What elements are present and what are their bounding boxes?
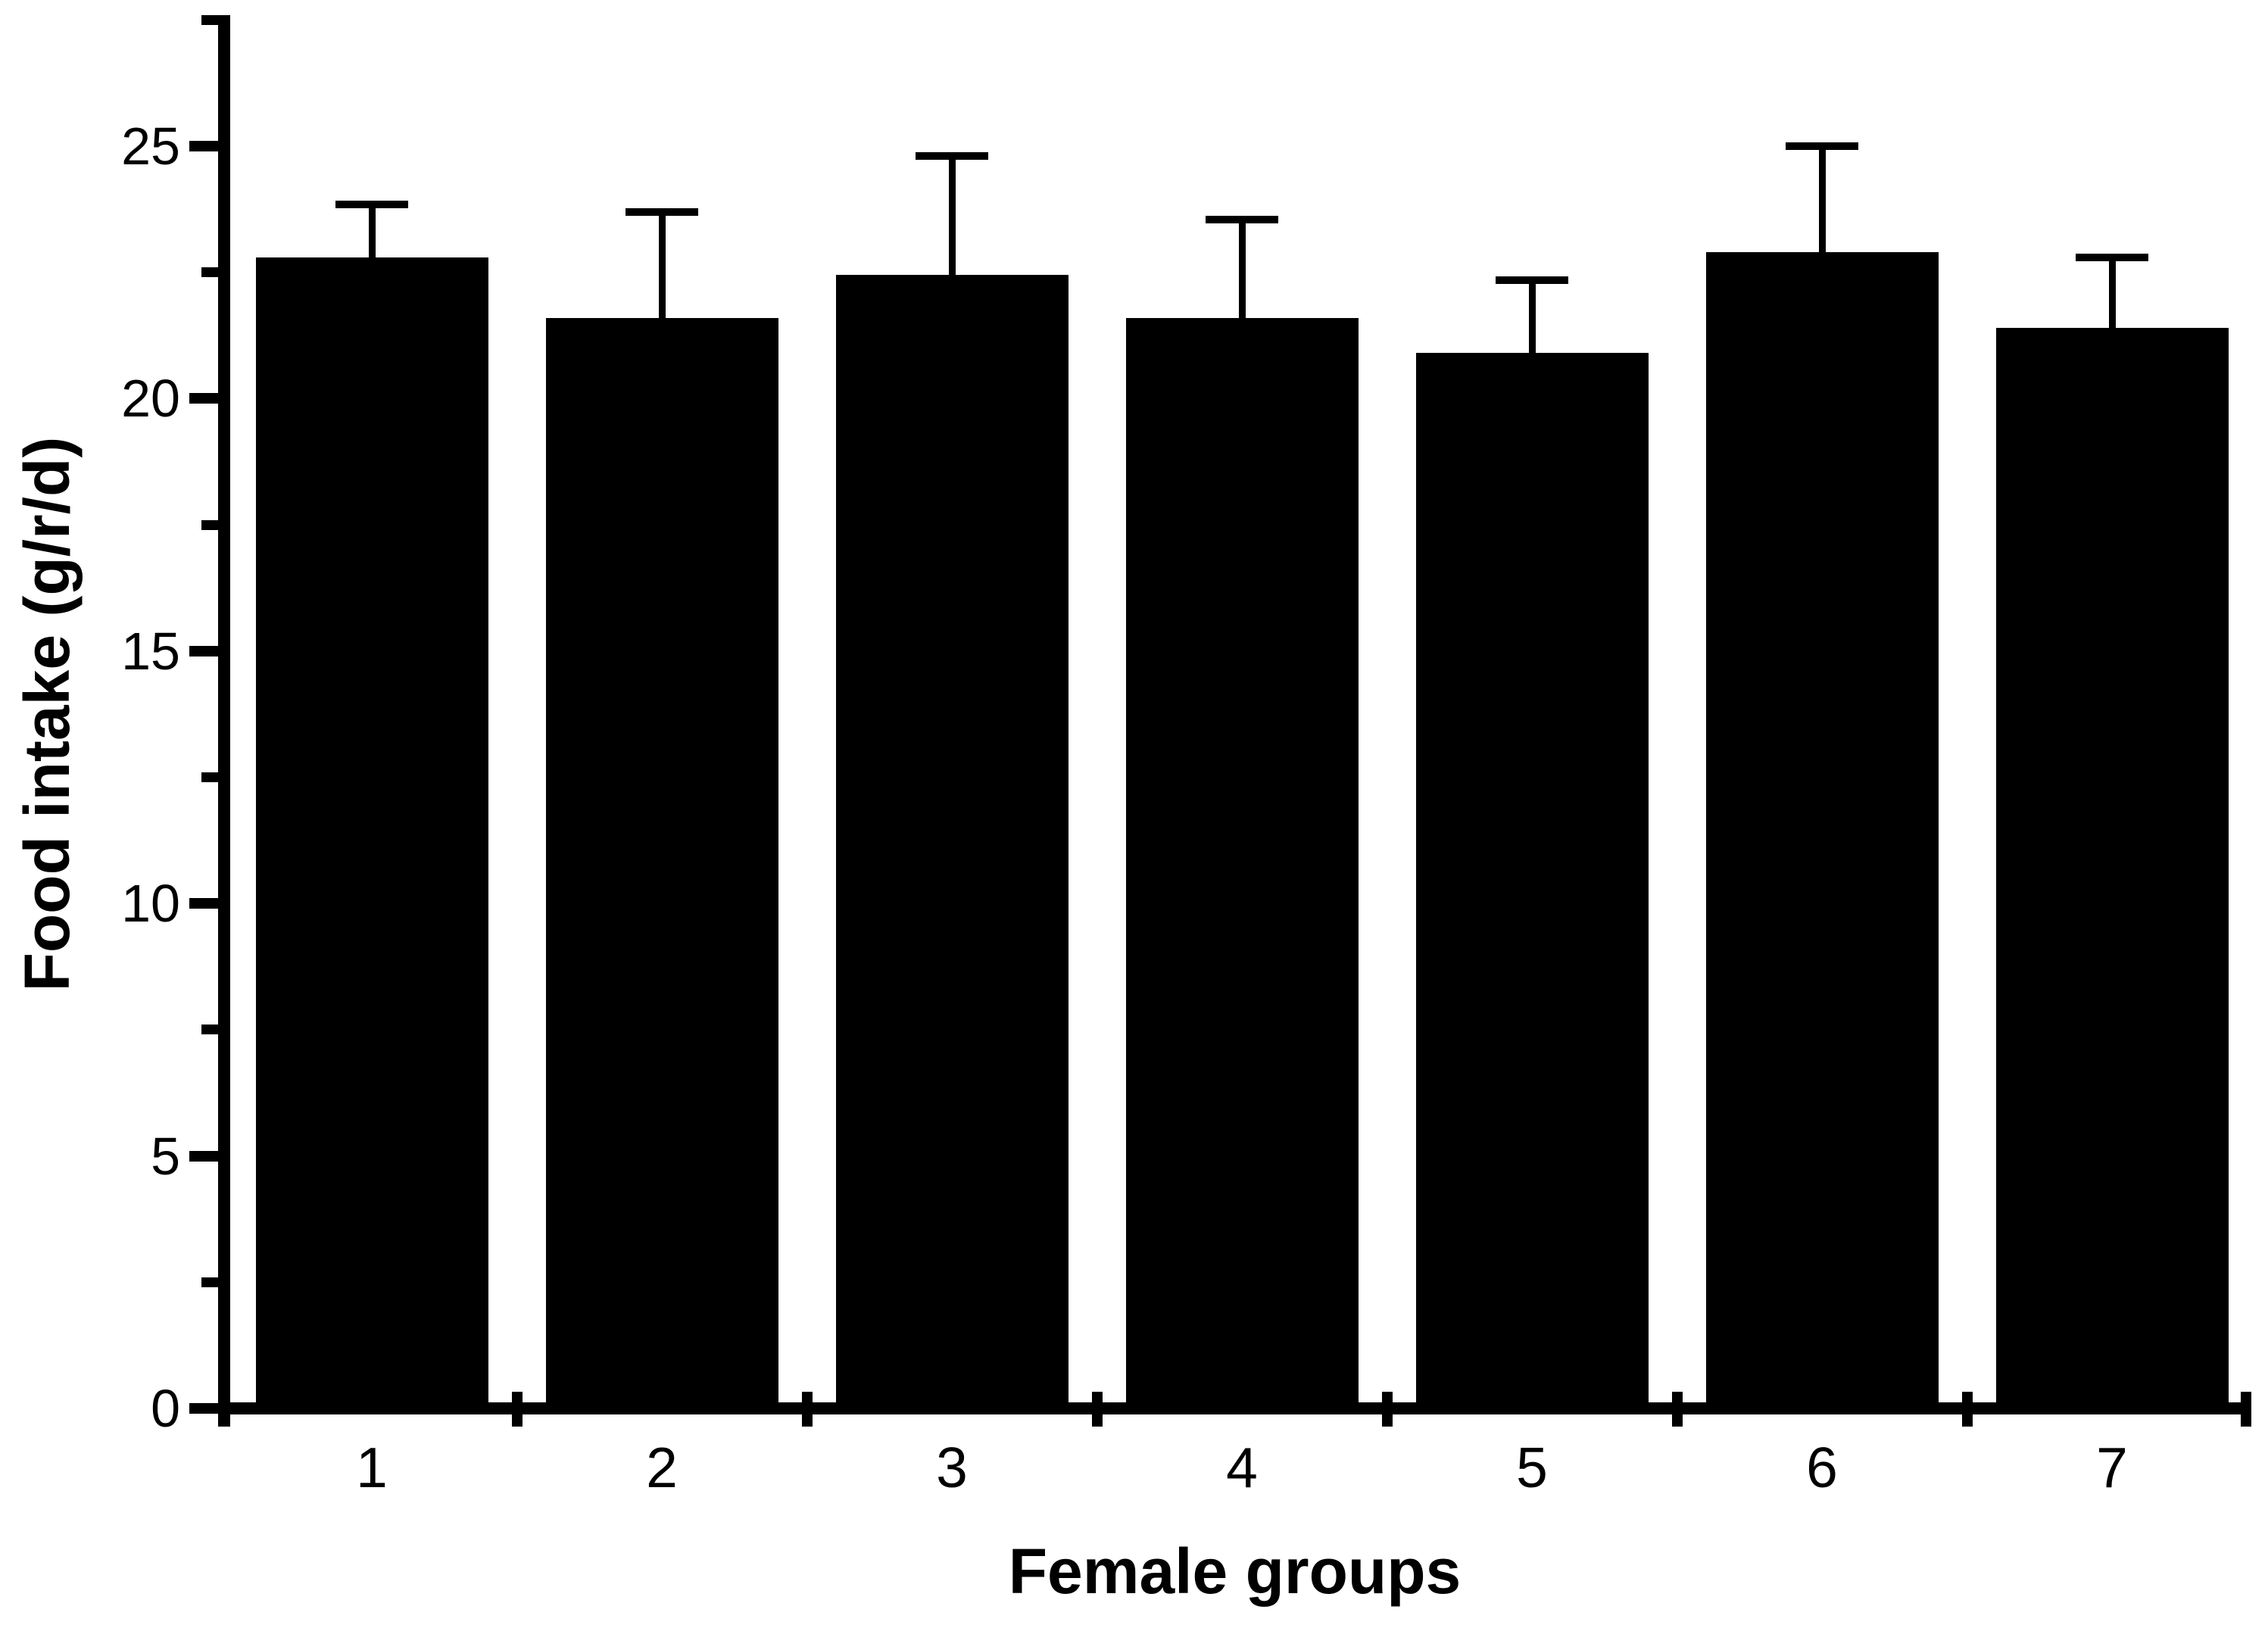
error-bar-cap (1206, 215, 1278, 223)
error-bar-line (1818, 146, 1826, 253)
error-bar-cap (625, 207, 698, 216)
x-axis-end-tick (2241, 1392, 2251, 1427)
y-tick-label: 15 (121, 621, 180, 681)
y-tick-label: 0 (151, 1379, 180, 1438)
y-major-tick (189, 1403, 218, 1414)
y-major-tick (189, 393, 218, 404)
y-minor-tick (201, 267, 218, 278)
bar (835, 275, 1068, 1414)
x-boundary-tick (511, 1392, 523, 1427)
y-axis-line (218, 15, 230, 1427)
error-bar-cap (2076, 253, 2148, 261)
bar (1705, 252, 1939, 1414)
y-tick-label: 10 (121, 874, 180, 934)
x-tick-label: 5 (1516, 1436, 1548, 1499)
y-minor-tick (201, 772, 218, 782)
x-tick-label: 1 (356, 1436, 388, 1499)
y-major-tick (189, 898, 218, 909)
error-bar-line (1238, 219, 1246, 318)
y-minor-tick (201, 14, 218, 25)
x-tick-label: 4 (1226, 1436, 1258, 1499)
error-bar-line (1528, 279, 1536, 354)
x-axis-title: Female groups (1008, 1536, 1462, 1607)
y-major-tick (189, 645, 218, 657)
x-boundary-tick (1381, 1392, 1393, 1427)
x-tick-label: 2 (646, 1436, 678, 1499)
y-tick-label: 25 (121, 117, 180, 176)
error-bar-cap (916, 152, 988, 161)
y-minor-tick (201, 1025, 218, 1035)
x-tick-label: 7 (2096, 1436, 2128, 1499)
y-minor-tick (201, 519, 218, 530)
x-tick-label: 3 (936, 1436, 968, 1499)
bar (1125, 317, 1359, 1414)
x-boundary-tick (1961, 1392, 1973, 1427)
x-tick-label: 6 (1806, 1436, 1838, 1499)
y-axis-title: Food intake (g/r/d) (11, 436, 83, 992)
error-bar-line (658, 211, 666, 318)
error-bar-cap (1496, 276, 1568, 284)
x-boundary-tick (801, 1392, 813, 1427)
y-major-tick (189, 1150, 218, 1162)
error-bar-line (368, 204, 376, 257)
error-bar-cap (1786, 142, 1858, 150)
y-tick-label: 20 (121, 369, 180, 429)
y-minor-tick (201, 1277, 218, 1287)
bar (1415, 353, 1649, 1414)
bar (255, 257, 488, 1414)
y-major-tick (189, 141, 218, 151)
error-bar-cap (335, 200, 408, 208)
x-boundary-tick (1091, 1392, 1103, 1427)
bar (1995, 328, 2229, 1414)
error-bar-line (2108, 257, 2116, 329)
y-tick-label: 5 (151, 1126, 180, 1186)
x-boundary-tick (1671, 1392, 1683, 1427)
bar (545, 317, 778, 1414)
error-bar-line (948, 156, 956, 276)
